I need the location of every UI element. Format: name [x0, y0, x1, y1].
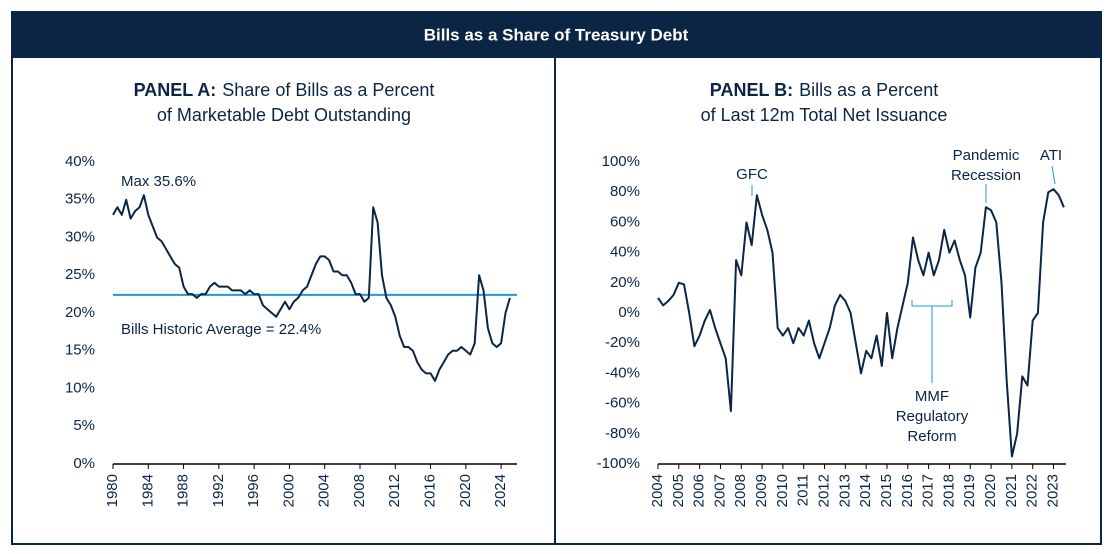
x-tick-label: 2008	[351, 474, 368, 507]
x-tick-label: 2016	[422, 474, 439, 507]
title-line: Bills as a Percent	[799, 80, 938, 100]
title-label: PANEL B:	[710, 80, 793, 100]
y-tick-label: -100%	[597, 455, 640, 472]
page-title: Bills as a Share of Treasury Debt	[424, 25, 689, 44]
y-tick-label: 30%	[65, 228, 95, 245]
x-tick-label: 2004	[649, 474, 666, 507]
title-label: PANEL A:	[134, 80, 217, 100]
x-tick-label: 1996	[245, 474, 262, 507]
x-tick-label: 2021	[1003, 474, 1020, 507]
x-tick-label: 1980	[104, 474, 121, 507]
x-tick-label: 2011	[795, 474, 812, 506]
bracket	[911, 300, 953, 383]
y-tick-label: -60%	[605, 395, 640, 412]
y-tick-label: 40%	[610, 244, 640, 261]
header-bar	[12, 12, 1101, 58]
x-tick-label: 2012	[386, 474, 403, 507]
annotation: Max 35.6%	[121, 173, 196, 190]
x-tick-label: 2009	[753, 474, 770, 507]
x-tick-label: 2005	[670, 474, 687, 507]
x-tick-label: 1992	[210, 474, 227, 507]
y-tick-label: 25%	[65, 266, 95, 283]
y-tick-label: 20%	[65, 304, 95, 321]
x-tick-label: 2020	[982, 474, 999, 507]
y-tick-label: -80%	[605, 425, 640, 442]
annotation: Reform	[907, 428, 956, 445]
x-tick-label: 2014	[857, 474, 874, 507]
y-tick-label: 35%	[65, 191, 95, 208]
x-tick-label: 2010	[774, 474, 791, 507]
chart-title: of Marketable Debt Outstanding	[157, 105, 411, 125]
x-tick-label: 2023	[1044, 474, 1061, 507]
y-tick-label: 0%	[618, 304, 640, 321]
x-tick-label: 2006	[691, 474, 708, 507]
x-tick-label: 2004	[316, 474, 333, 507]
x-tick-label: 2019	[961, 474, 978, 507]
x-tick-label: 2017	[920, 474, 937, 507]
annotation: MMF	[915, 388, 949, 405]
x-tick-label: 2016	[899, 474, 916, 507]
x-tick-label: 2018	[940, 474, 957, 507]
x-tick-label: 2015	[878, 474, 895, 507]
x-tick-label: 2012	[815, 474, 832, 507]
y-tick-label: 40%	[65, 153, 95, 170]
average-label: Bills Historic Average = 22.4%	[121, 321, 321, 338]
chart-title: of Last 12m Total Net Issuance	[701, 105, 948, 125]
x-tick-label: 2022	[1024, 474, 1041, 507]
x-tick-label: 2024	[492, 474, 509, 507]
y-tick-label: -40%	[605, 364, 640, 381]
data-line	[657, 188, 1065, 458]
annotation: Recession	[951, 167, 1021, 184]
y-tick-label: 20%	[610, 274, 640, 291]
title-line: Share of Bills as a Percent	[222, 80, 434, 100]
x-tick-label: 1988	[175, 474, 192, 507]
annotation: Pandemic	[953, 147, 1020, 164]
x-tick-label: 1984	[139, 474, 156, 507]
annotation: GFC	[736, 166, 768, 183]
chart-title: PANEL B: Bills as a Percent	[710, 80, 938, 100]
annotation: ATI	[1040, 147, 1062, 164]
x-tick-label: 2000	[280, 474, 297, 507]
data-line	[112, 194, 511, 382]
x-tick-label: 2013	[836, 474, 853, 507]
x-tick-label: 2020	[457, 474, 474, 507]
y-tick-label: 100%	[602, 153, 640, 170]
chart-title: PANEL A: Share of Bills as a Percent	[134, 80, 435, 100]
y-tick-label: 5%	[73, 417, 95, 434]
y-tick-label: 60%	[610, 213, 640, 230]
y-tick-label: 0%	[73, 455, 95, 472]
y-tick-label: 15%	[65, 342, 95, 359]
leader	[1051, 165, 1056, 185]
y-tick-label: 10%	[65, 379, 95, 396]
x-tick-label: 2007	[711, 474, 728, 507]
y-tick-label: -20%	[605, 334, 640, 351]
y-tick-label: 80%	[610, 183, 640, 200]
x-tick-label: 2008	[732, 474, 749, 507]
annotation: Regulatory	[896, 408, 969, 425]
